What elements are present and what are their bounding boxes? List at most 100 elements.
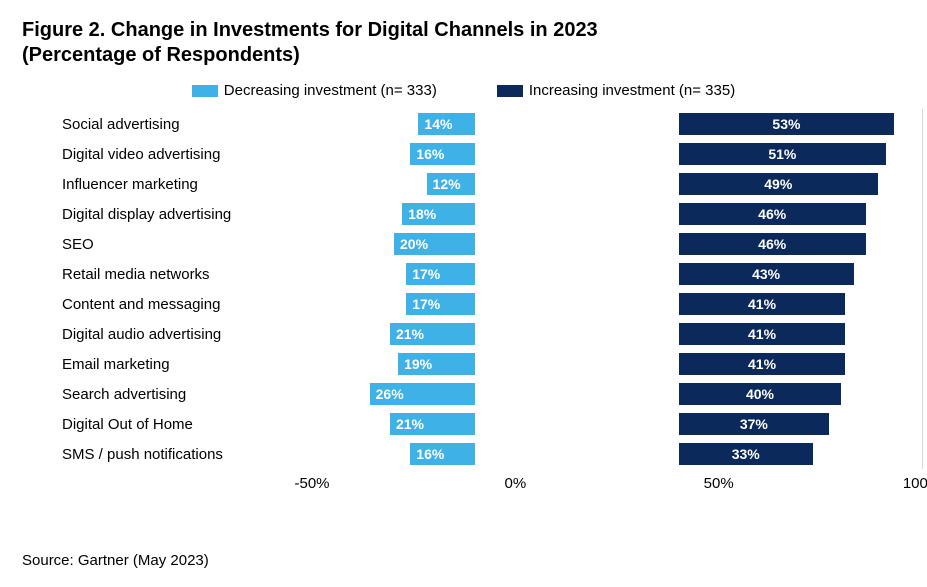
legend-label-increasing: Increasing investment (n= 335) bbox=[529, 82, 735, 99]
bar-increasing: 41% bbox=[679, 353, 846, 375]
legend-label-decreasing: Decreasing investment (n= 333) bbox=[224, 82, 437, 99]
row-bars: 21% 37% bbox=[272, 409, 882, 439]
chart-title: Figure 2. Change in Investments for Digi… bbox=[22, 18, 905, 68]
bar-decreasing: 17% bbox=[406, 263, 475, 285]
bar-increasing: 49% bbox=[679, 173, 878, 195]
row-bars: 16% 51% bbox=[272, 139, 882, 169]
legend-swatch-increasing-icon bbox=[497, 85, 523, 97]
bar-decreasing: 19% bbox=[398, 353, 475, 375]
bar-decreasing-value: 20% bbox=[400, 236, 428, 252]
row-bars: 17% 41% bbox=[272, 289, 882, 319]
row-bars: 20% 46% bbox=[272, 229, 882, 259]
bar-increasing: 33% bbox=[679, 443, 813, 465]
bar-decreasing-value: 21% bbox=[396, 416, 424, 432]
axis-tick-label: 50% bbox=[704, 475, 734, 492]
chart-page: Figure 2. Change in Investments for Digi… bbox=[0, 0, 927, 587]
bar-decreasing: 20% bbox=[394, 233, 475, 255]
row-bars: 14% 53% bbox=[272, 109, 882, 139]
row-bars: 12% 49% bbox=[272, 169, 882, 199]
chart-row: Digital audio advertising 21% 41% bbox=[62, 319, 882, 349]
bar-increasing: 51% bbox=[679, 143, 886, 165]
bar-increasing-value: 53% bbox=[772, 116, 800, 132]
bar-decreasing: 12% bbox=[427, 173, 476, 195]
bar-decreasing: 21% bbox=[390, 413, 475, 435]
bar-increasing: 37% bbox=[679, 413, 829, 435]
legend-swatch-decreasing-icon bbox=[192, 85, 218, 97]
row-label: Search advertising bbox=[62, 386, 272, 403]
bar-decreasing-value: 26% bbox=[376, 386, 404, 402]
bar-increasing-value: 51% bbox=[768, 146, 796, 162]
row-bars: 26% 40% bbox=[272, 379, 882, 409]
bar-increasing-value: 49% bbox=[764, 176, 792, 192]
legend-item-increasing: Increasing investment (n= 335) bbox=[497, 82, 735, 99]
bar-decreasing: 26% bbox=[370, 383, 476, 405]
row-label: Digital display advertising bbox=[62, 206, 272, 223]
bar-decreasing-value: 14% bbox=[424, 116, 452, 132]
axis-tick-label: 0% bbox=[504, 475, 526, 492]
bar-increasing-value: 43% bbox=[752, 266, 780, 282]
bar-decreasing: 21% bbox=[390, 323, 475, 345]
bar-decreasing-value: 16% bbox=[416, 446, 444, 462]
chart-row: SEO 20% 46% bbox=[62, 229, 882, 259]
bar-decreasing-value: 17% bbox=[412, 266, 440, 282]
chart-area: Social advertising 14% 53% Digital video ad… bbox=[62, 109, 882, 497]
chart-row: Social advertising 14% 53% bbox=[62, 109, 882, 139]
chart-row: SMS / push notifications16%33% bbox=[62, 439, 882, 469]
legend-item-decreasing: Decreasing investment (n= 333) bbox=[192, 82, 437, 99]
chart-row: Digital Out of Home 21% 37% bbox=[62, 409, 882, 439]
axis-tick-label: 100% bbox=[903, 475, 927, 492]
bar-decreasing-value: 19% bbox=[404, 356, 432, 372]
bar-increasing-value: 33% bbox=[732, 446, 760, 462]
bar-increasing: 46% bbox=[679, 233, 866, 255]
bar-decreasing-value: 17% bbox=[412, 296, 440, 312]
bar-increasing: 43% bbox=[679, 263, 854, 285]
chart-row: Content and messaging 17% 41% bbox=[62, 289, 882, 319]
row-label: Content and messaging bbox=[62, 296, 272, 313]
bar-increasing: 46% bbox=[679, 203, 866, 225]
row-bars: 19% 41% bbox=[272, 349, 882, 379]
bar-increasing-value: 46% bbox=[758, 236, 786, 252]
bar-decreasing: 14% bbox=[418, 113, 475, 135]
title-line-2: (Percentage of Respondents) bbox=[22, 44, 300, 66]
bar-increasing: 40% bbox=[679, 383, 842, 405]
row-label: Email marketing bbox=[62, 356, 272, 373]
bar-increasing-value: 37% bbox=[740, 416, 768, 432]
bar-decreasing: 16% bbox=[410, 143, 475, 165]
bar-increasing: 41% bbox=[679, 293, 846, 315]
bar-decreasing-value: 12% bbox=[433, 176, 461, 192]
bar-increasing-value: 41% bbox=[748, 296, 776, 312]
row-bars: 17% 43% bbox=[272, 259, 882, 289]
chart-row: Influencer marketing 12% 49% bbox=[62, 169, 882, 199]
row-label: Retail media networks bbox=[62, 266, 272, 283]
row-label: Digital video advertising bbox=[62, 146, 272, 163]
row-label: Social advertising bbox=[62, 116, 272, 133]
bar-increasing-value: 41% bbox=[748, 356, 776, 372]
row-label: SEO bbox=[62, 236, 272, 253]
chart-row: Retail media networks 17% 43% bbox=[62, 259, 882, 289]
chart-source: Source: Gartner (May 2023) bbox=[22, 552, 209, 569]
chart-row: Digital video advertising 16% 51% bbox=[62, 139, 882, 169]
bar-decreasing: 16% bbox=[410, 443, 475, 465]
chart-rows: Social advertising 14% 53% Digital video ad… bbox=[62, 109, 882, 469]
chart-row: Digital display advertising 18% 46% bbox=[62, 199, 882, 229]
chart-row: Email marketing 19% 41% bbox=[62, 349, 882, 379]
bar-increasing: 53% bbox=[679, 113, 895, 135]
bar-increasing-value: 41% bbox=[748, 326, 776, 342]
bar-decreasing: 17% bbox=[406, 293, 475, 315]
row-label: Digital Out of Home bbox=[62, 416, 272, 433]
chart-x-axis: -50%0%50%100% bbox=[312, 471, 922, 497]
axis-tick-label: -50% bbox=[294, 475, 329, 492]
row-label: Influencer marketing bbox=[62, 176, 272, 193]
bar-decreasing-value: 21% bbox=[396, 326, 424, 342]
row-bars: 16% 33% bbox=[272, 439, 882, 469]
row-label: Digital audio advertising bbox=[62, 326, 272, 343]
bar-decreasing: 18% bbox=[402, 203, 475, 225]
bar-increasing-value: 40% bbox=[746, 386, 774, 402]
chart-legend: Decreasing investment (n= 333) Increasin… bbox=[22, 82, 905, 99]
bar-increasing-value: 46% bbox=[758, 206, 786, 222]
bar-decreasing-value: 16% bbox=[416, 146, 444, 162]
gridline bbox=[922, 109, 923, 469]
row-bars: 21% 41% bbox=[272, 319, 882, 349]
chart-row: Search advertising 26% 40% bbox=[62, 379, 882, 409]
bar-increasing: 41% bbox=[679, 323, 846, 345]
